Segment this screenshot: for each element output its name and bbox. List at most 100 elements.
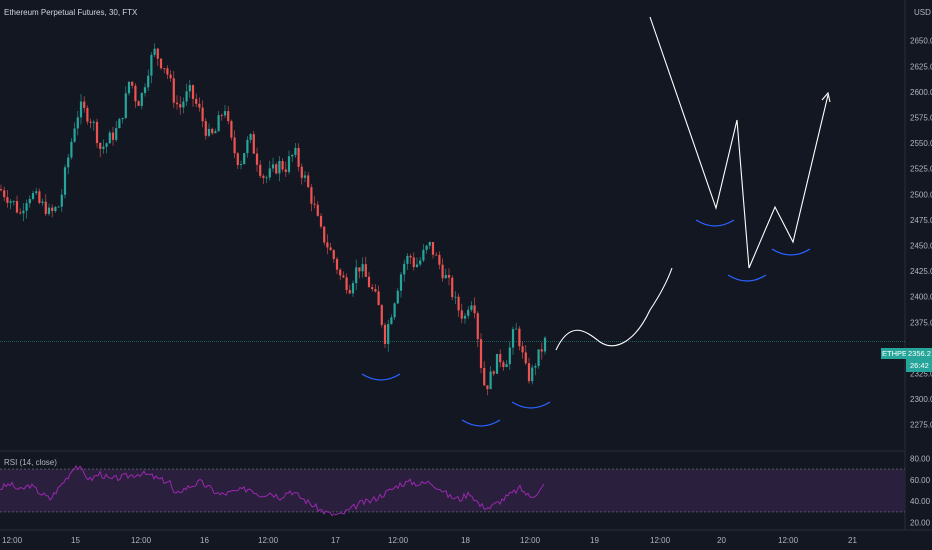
candle-body [483,367,486,386]
candle-body [291,154,294,157]
candle-body [195,98,198,104]
candle-body [6,197,9,203]
time-tick-label: 15 [71,536,80,545]
time-axis: 12:00 15 12:00 16 12:00 17 12:00 18 12:00 19 12:00… [2,536,857,545]
candle-body [326,242,329,248]
candle-body [0,189,3,191]
candle-body [495,354,499,374]
rsi-tick-label: 40.00 [910,497,931,506]
rsi-label: RSI (14, close) [4,458,57,467]
candle-body [492,371,495,374]
projection-zigzag[interactable] [649,16,829,269]
candle-body [396,290,399,304]
candle-body [159,58,163,69]
candle-body [252,134,255,154]
price-tag: ETHPERP 2356.2 26:42 [881,348,932,372]
candle-body [358,267,361,272]
candle-body [316,204,319,216]
candle-body [521,346,524,353]
candle-body [438,254,441,265]
candle-body [223,111,227,116]
candle-body [140,92,143,106]
candle-body [188,85,191,92]
support-arc [727,274,767,282]
candle-body [204,121,207,136]
support-arc [695,219,735,227]
candle-body [249,134,252,140]
candle-body [537,349,540,366]
candle-body [182,101,185,108]
candle-body [28,198,31,204]
projection-arrowhead[interactable] [821,91,831,103]
price-tick-label: 2500.0 [910,190,932,199]
candle-body [15,201,19,213]
time-tick-label: 12:00 [2,536,23,545]
candle-body [499,354,502,363]
price-tick-label: 2625.0 [910,62,932,71]
candle-body [230,121,233,138]
price-tag-symbol: ETHPERP [882,349,917,358]
candle-body [403,263,406,275]
candle-body [294,147,297,155]
candle-body [531,367,534,382]
candle-body [543,337,547,352]
candle-body [364,264,367,277]
candle-body [463,315,467,319]
candle-body [342,275,345,278]
price-tag-countdown: 26:42 [910,361,929,370]
candle-body [444,274,447,279]
support-arc [361,373,401,381]
candle-body [105,143,108,147]
candle-body [486,385,489,390]
candle-body [35,191,38,194]
rsi-axis: 80.00 60.00 40.00 20.00 [910,454,931,527]
candle-body [454,296,457,298]
support-arc [461,419,501,427]
candle-body [275,164,278,174]
candle-body [332,250,335,259]
candle-body [351,283,355,294]
candle-body [38,191,41,203]
candle-body [470,305,473,310]
candle-body [447,274,451,278]
candle-body [527,363,531,382]
candle-body [3,190,6,198]
candle-body [265,177,268,179]
candle-body [63,167,67,195]
candle-body [329,247,332,251]
candle-body [428,241,431,246]
candle-body [44,201,47,214]
candle-body [319,215,323,227]
candle-body [435,254,438,256]
candle-body [57,206,60,208]
candle-body [422,249,425,261]
time-tick-label: 12:00 [778,536,799,545]
support-arcs [361,219,811,427]
time-tick-label: 12:00 [258,536,279,545]
candle-body [179,104,182,108]
candle-body [313,203,316,205]
price-tick-label: 2425.0 [910,267,932,276]
candle-body [409,255,412,258]
candle-body [371,287,374,290]
candle-body [150,54,153,76]
candle-body [60,194,63,207]
candle-body [399,274,403,291]
candle-body [307,175,310,188]
candle-body [79,101,83,118]
candle-body [431,241,435,255]
candle-body [207,128,211,136]
candle-body [310,187,313,204]
projection-curve[interactable] [555,267,673,351]
price-tick-label: 2575.0 [910,114,932,123]
support-arc [511,401,551,409]
candle-body [214,131,217,134]
candle-body [147,75,150,88]
candle-body [236,153,239,166]
candle-body [441,264,444,279]
candle-body [387,324,390,344]
candle-body [31,193,35,199]
candle-body [451,277,454,298]
candle-body [415,264,419,267]
